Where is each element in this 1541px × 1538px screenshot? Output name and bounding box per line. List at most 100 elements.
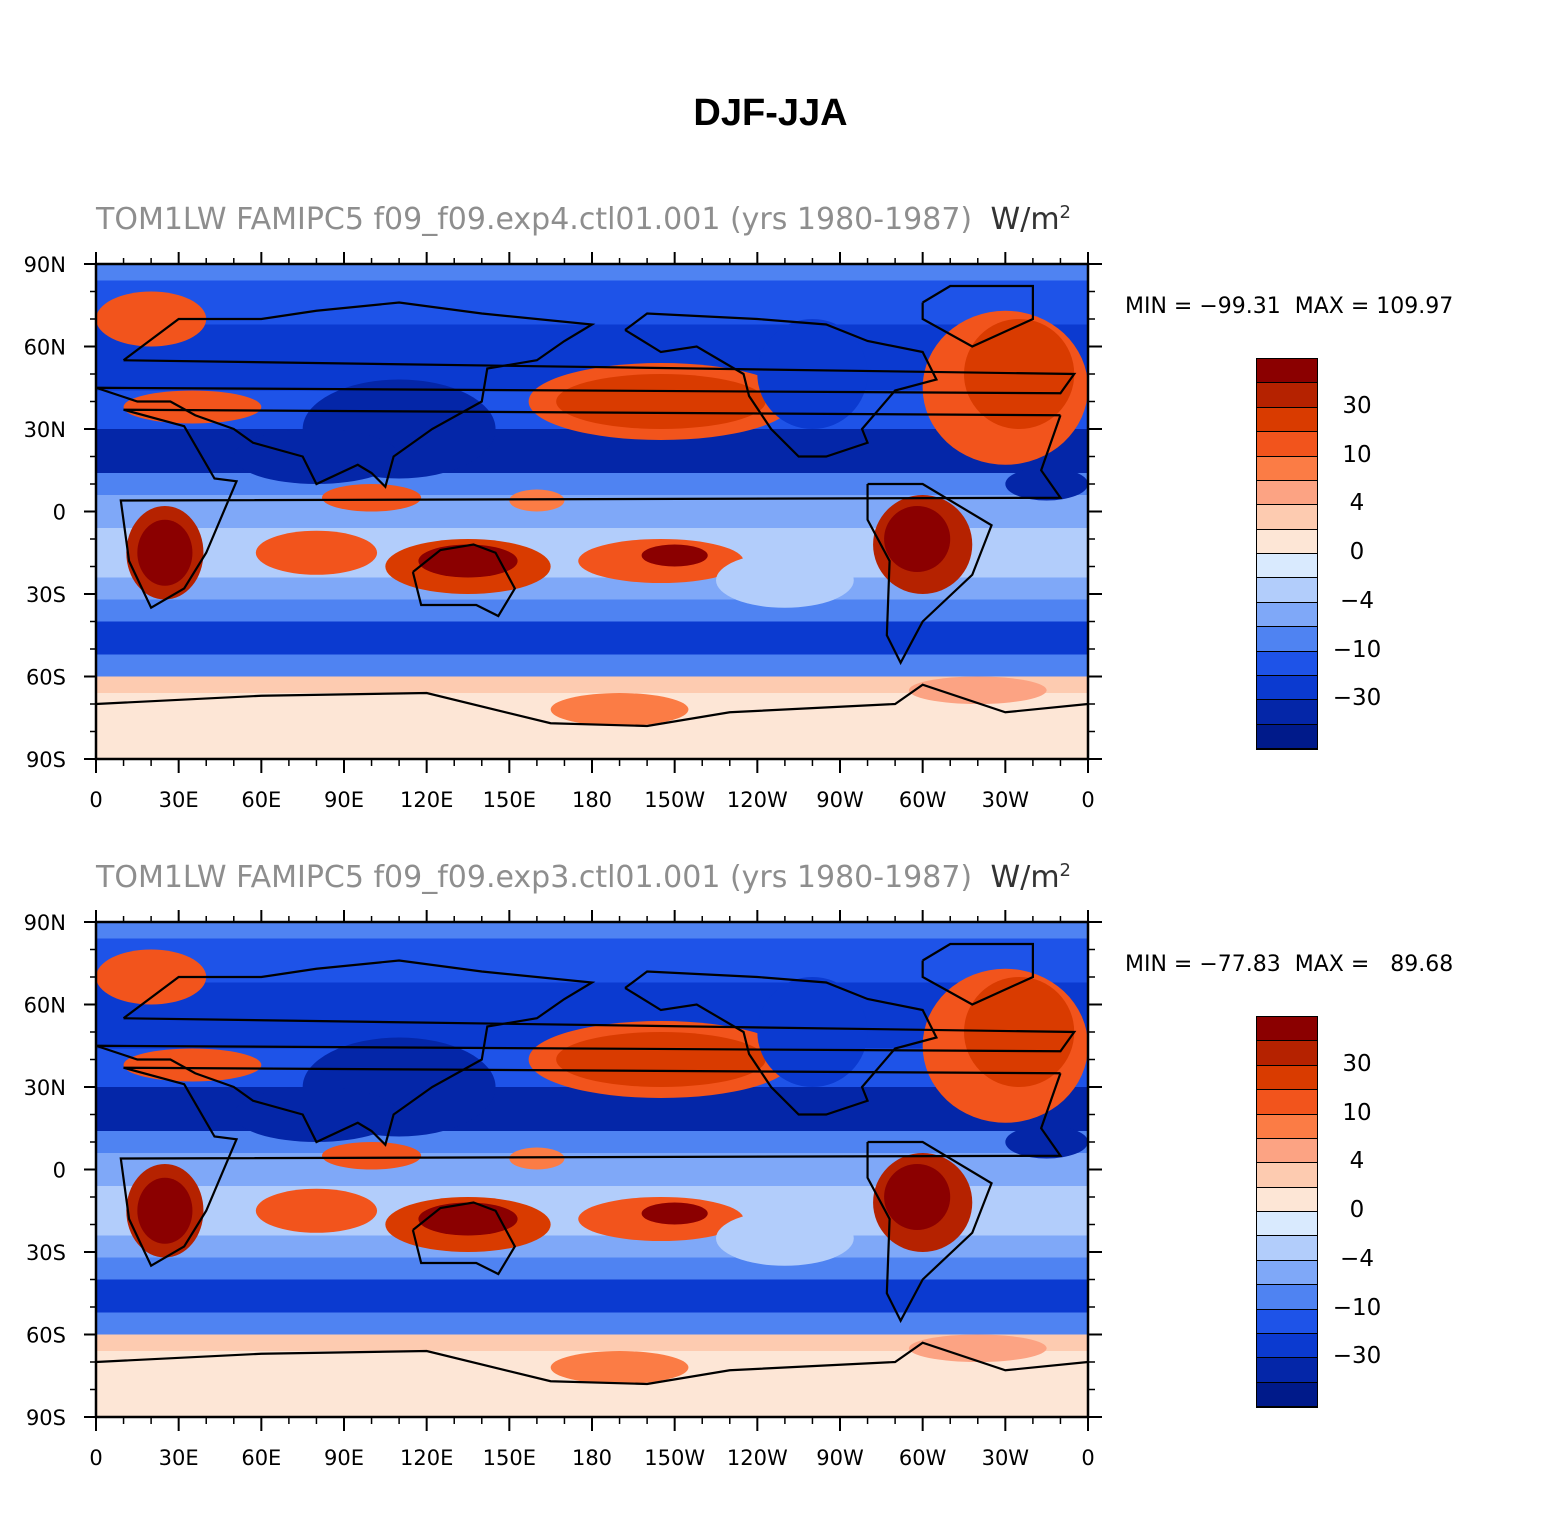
contour-region [908, 676, 1047, 704]
contour-region [641, 544, 708, 567]
colorbar-bin [1257, 1285, 1317, 1310]
units-label: W/m2 [990, 202, 1071, 237]
contour-region [137, 1177, 193, 1244]
colorbar-bin [1257, 1212, 1317, 1237]
colorbar-bin [1257, 505, 1317, 530]
coastline [866, 482, 993, 666]
colorbar-label: 30 [1342, 1050, 1372, 1077]
contour-region [233, 429, 400, 484]
lat-tick-label: 60S [26, 666, 66, 690]
coastline [921, 284, 1034, 348]
colorbar-bin [1257, 602, 1317, 628]
lon-tick-label: 0 [1081, 788, 1094, 812]
lat-tick-label: 60N [24, 994, 66, 1018]
contour-region [96, 291, 207, 347]
lat-tick-label: 30S [26, 1241, 66, 1265]
colorbar-label: −30 [1332, 1343, 1382, 1370]
contour-region [123, 390, 262, 424]
contour-region [321, 1142, 422, 1170]
contour-band [96, 1334, 1088, 1351]
contour-region [641, 1202, 708, 1225]
coastline [96, 959, 1077, 1147]
contour-region [908, 1334, 1047, 1362]
lat-tick-label: 90N [24, 253, 66, 277]
map-plot: 90N 60N 30N 0 30S 60S 90S 0 30E 60E 90E 120E 150E 180… [24, 252, 1102, 812]
contour-region [1005, 467, 1088, 501]
coastline [96, 1341, 1088, 1386]
coastline [921, 942, 1034, 1006]
coastline [96, 683, 1088, 728]
lon-tick-label: 30E [159, 788, 199, 812]
colorbar-bin [1257, 1260, 1317, 1286]
lat-tick-label: 90S [26, 1406, 66, 1430]
lon-tick-label: 90W [816, 1446, 864, 1470]
lat-tick-label: 0 [53, 501, 66, 525]
coastline [119, 408, 1063, 610]
colorbar-bin [1257, 1187, 1317, 1212]
min-max-label: MIN = −77.83 MAX = 89.68 [1125, 952, 1454, 977]
colorbar-label: −30 [1332, 685, 1382, 712]
contour-region [716, 552, 854, 608]
colorbar-bin [1257, 700, 1317, 725]
lon-tick-label: 150W [644, 788, 705, 812]
coastline [866, 1140, 993, 1324]
contour-band [96, 280, 1088, 325]
colorbar-bin [1257, 1333, 1317, 1359]
coastline [411, 543, 517, 618]
colorbar-label: 4 [1349, 1148, 1365, 1175]
lon-tick-label: 0 [89, 1446, 102, 1470]
colorbar-bin [1257, 1138, 1317, 1164]
lon-tick-label: 90W [816, 788, 864, 812]
colorbar-label: −10 [1332, 636, 1382, 663]
lat-tick-label: 0 [53, 1159, 66, 1183]
contour-region [556, 1032, 766, 1087]
colorbar-bin [1257, 1236, 1317, 1261]
colorbar [1256, 358, 1318, 750]
colorbar-label: 30 [1342, 392, 1372, 419]
contour-region [418, 544, 518, 578]
contour-region [321, 484, 422, 512]
contour-region [716, 1210, 854, 1266]
left-string: TOM1LW FAMIPC5 f09_f09.exp4.ctl01.001 (y… [96, 202, 973, 237]
lon-tick-label: 30W [982, 788, 1030, 812]
contour-region [884, 1164, 951, 1230]
contour-region [1005, 1125, 1088, 1159]
colorbar-bin [1257, 1382, 1317, 1407]
contour-field [96, 922, 1088, 1417]
figure-title: DJF-JJA [693, 92, 848, 134]
map-panel-top: TOM1LW FAMIPC5 f09_f09.exp4.ctl01.001 (y… [0, 200, 1541, 840]
lon-tick-label: 60E [241, 1446, 281, 1470]
colorbar-bin [1257, 1017, 1317, 1042]
contour-region [757, 319, 868, 429]
colorbar-label: 10 [1342, 1099, 1372, 1126]
colorbar-label: 0 [1349, 539, 1365, 565]
contour-band [96, 1257, 1088, 1280]
units-label: W/m2 [990, 860, 1071, 895]
contour-region [137, 519, 193, 586]
colorbar-bin [1257, 432, 1317, 457]
contour-region [757, 977, 868, 1087]
colorbar-bin [1257, 407, 1317, 433]
contour-band [96, 599, 1088, 622]
lon-tick-label: 120W [727, 1446, 788, 1470]
contour-region [255, 1188, 378, 1233]
colorbar-label: −10 [1332, 1294, 1382, 1321]
colorbar-bin [1257, 480, 1317, 506]
lat-tick-label: 90N [24, 911, 66, 935]
contour-band [96, 676, 1088, 693]
contour-region [233, 1087, 400, 1142]
contour-band [96, 621, 1088, 655]
map-plot: 90N 60N 30N 0 30S 60S 90S 0 30E 60E 90E 120E 150E 180… [24, 910, 1102, 1470]
colorbar-bin [1257, 529, 1317, 554]
contour-region [509, 489, 565, 512]
lon-tick-label: 30W [982, 1446, 1030, 1470]
contour-band [96, 1279, 1088, 1313]
contour-region [509, 1147, 565, 1170]
colorbar-bin [1257, 359, 1317, 384]
lon-tick-label: 60E [241, 788, 281, 812]
colorbar-bin [1257, 456, 1317, 481]
left-string: TOM1LW FAMIPC5 f09_f09.exp3.ctl01.001 (y… [96, 860, 973, 895]
lat-tick-label: 30S [26, 583, 66, 607]
lat-tick-label: 30N [24, 418, 66, 442]
lat-tick-label: 30N [24, 1076, 66, 1100]
